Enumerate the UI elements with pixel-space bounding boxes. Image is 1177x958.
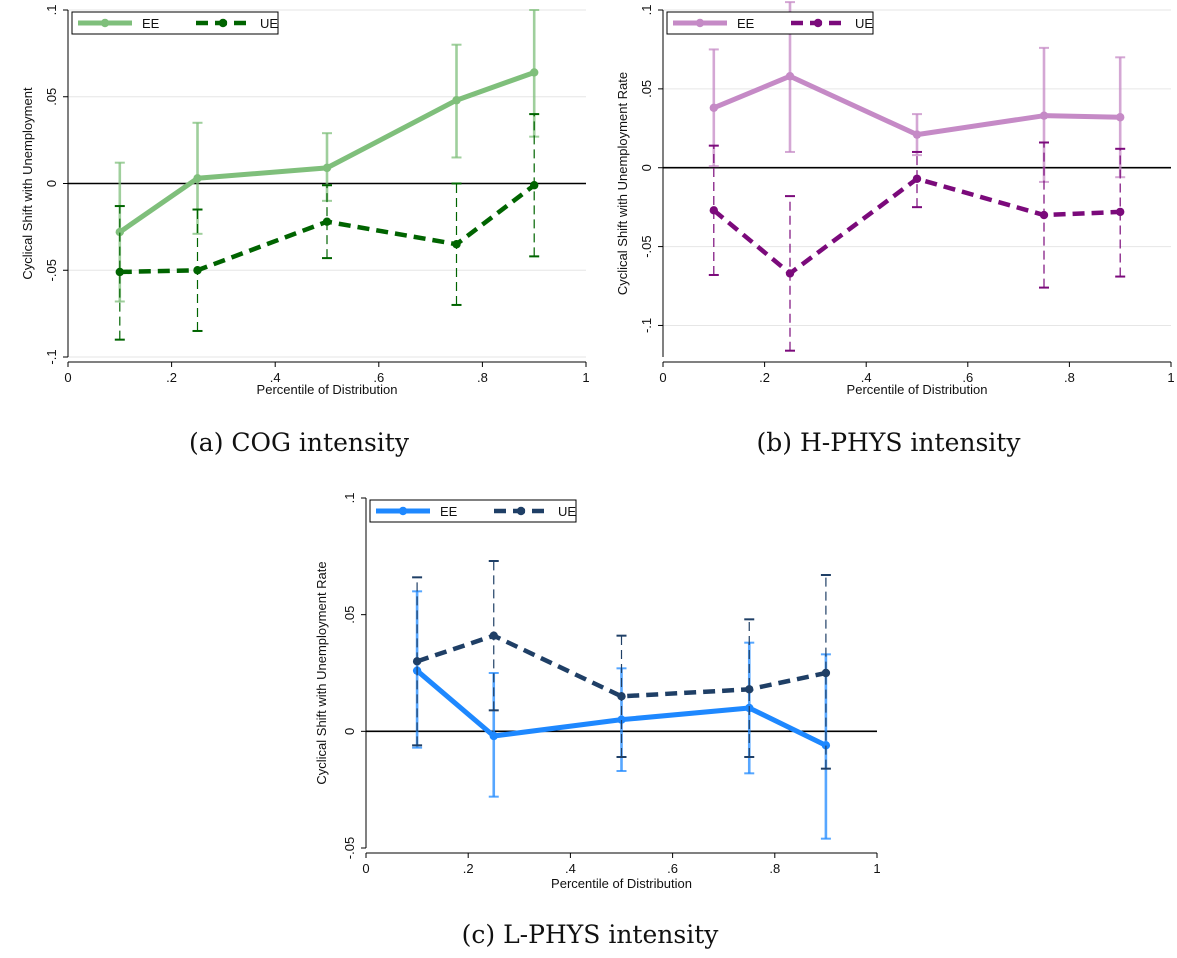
legend-label-ue: UE	[855, 16, 873, 31]
x-tick-label-4: .8	[1064, 370, 1075, 385]
chart-hphys: -.1 -.05 0 .05 .1 0 .2 .4 .6 .8 1 Percentile of Dis…	[615, 1, 1175, 397]
x-tick-label-3: .6	[373, 370, 384, 385]
y-tick-label-1: -.05	[639, 235, 654, 257]
y-axis-title: Cyclical Shift with Unemployment Rate	[314, 561, 329, 784]
x-tick-label-5: 1	[582, 370, 589, 385]
point-ee-3	[1039, 111, 1049, 120]
point-ee-0	[115, 227, 125, 237]
x-tick-label-3: .6	[667, 861, 678, 876]
y-tick-label-4: .1	[639, 5, 654, 16]
point-ue-4	[1116, 207, 1125, 217]
point-ue-1	[785, 269, 795, 278]
y-tick-label-1: -.05	[44, 259, 59, 281]
point-ee-2	[322, 163, 332, 173]
x-tick-label-5: 1	[873, 861, 880, 876]
x-tick-label-2: .4	[565, 861, 576, 876]
y-axis-title: Cyclical Shift with Unemployment Rate	[615, 72, 630, 295]
legend-box	[369, 499, 577, 523]
y-tick-label-2: .05	[342, 606, 357, 624]
x-axis-title: Percentile of Distribution	[551, 876, 692, 891]
x-tick-label-2: .4	[861, 370, 872, 385]
point-ue-2	[912, 174, 922, 183]
point-ee-1	[785, 72, 795, 81]
x-tick-label-0: 0	[659, 370, 666, 385]
x-tick-label-1: .2	[463, 861, 474, 876]
y-tick-label-2: 0	[639, 164, 654, 171]
y-tick-label-2: 0	[44, 180, 59, 187]
point-ue-2	[322, 217, 332, 226]
point-ue-4	[821, 668, 831, 678]
point-ee-4	[821, 741, 831, 750]
x-tick-label-1: .2	[759, 370, 770, 385]
point-ue-1	[193, 266, 202, 275]
y-tick-label-1: 0	[342, 728, 357, 735]
chart-panel-hphys: -.1 -.05 0 .05 .1 0 .2 .4 .6 .8 1 Percentile of Dis…	[601, 1, 1176, 414]
point-ee-1	[193, 174, 202, 183]
chart-lphys: -.05 0 .05 .1 0 .2 .4 .6 .8 1 Percentile of Distri…	[314, 493, 881, 891]
x-tick-label-5: 1	[1167, 370, 1174, 385]
point-ee-4	[1116, 113, 1125, 122]
x-tick-label-1: .2	[166, 370, 177, 385]
caption-lphys: (c) L-PHYS intensity	[461, 920, 719, 949]
y-tick-label-0: -.1	[44, 349, 59, 364]
legend-label-ue: UE	[260, 16, 278, 31]
legend-box	[666, 11, 874, 35]
caption-cog: (a) COG intensity	[189, 428, 409, 457]
point-ue-3	[745, 685, 754, 694]
legend-marker-ee	[100, 18, 110, 28]
chart-panel-lphys: -.05 0 .05 .1 0 .2 .4 .6 .8 1 Percentile of Distri…	[300, 490, 881, 905]
caption-hphys: (b) H-PHYS intensity	[756, 428, 1021, 457]
legend-marker-ue	[218, 18, 228, 28]
point-ue-4	[530, 181, 539, 190]
point-ee-2	[912, 130, 922, 139]
point-ee-0	[709, 103, 718, 112]
x-axis-title: Percentile of Distribution	[847, 382, 988, 397]
point-ue-3	[452, 240, 461, 249]
point-ee-1	[489, 731, 498, 741]
point-ue-2	[617, 692, 626, 701]
y-tick-label-3: .1	[342, 493, 357, 504]
x-axis-title: Percentile of Distribution	[257, 382, 398, 397]
y-tick-label-4: .1	[44, 5, 59, 16]
legend-marker-ue	[516, 506, 526, 516]
point-ue-1	[489, 631, 498, 640]
point-ee-3	[452, 96, 461, 105]
legend-label-ee: EE	[142, 16, 160, 31]
legend-marker-ee	[398, 506, 408, 516]
x-tick-label-3: .6	[962, 370, 973, 385]
y-axis-title: Cyclical Shift with Unemployment	[20, 87, 35, 280]
x-tick-label-4: .8	[769, 861, 780, 876]
legend-marker-ue	[813, 18, 823, 28]
legend-marker-ee	[695, 18, 705, 28]
legend-label-ue: UE	[558, 504, 576, 519]
y-tick-label-0: -.1	[639, 318, 654, 333]
x-tick-label-2: .4	[270, 370, 281, 385]
point-ee-4	[530, 68, 539, 77]
point-ue-3	[1039, 210, 1049, 220]
point-ee-2	[617, 715, 626, 724]
chart-panel-cog: -.1 -.05 0 .05 .1 0 .2 .4 .6 .8 1 Percentile of Dis…	[6, 2, 592, 414]
legend-label-ee: EE	[440, 504, 458, 519]
legend-label-ee: EE	[737, 16, 755, 31]
point-ue-0	[709, 206, 718, 215]
point-ue-0	[115, 267, 125, 277]
x-tick-label-0: 0	[64, 370, 71, 385]
legend-box	[71, 11, 279, 35]
point-ue-0	[412, 657, 422, 666]
x-tick-label-4: .8	[477, 370, 488, 385]
y-tick-label-3: .05	[639, 80, 654, 98]
x-tick-label-0: 0	[362, 861, 369, 876]
y-tick-label-3: .05	[44, 88, 59, 106]
chart-cog: -.1 -.05 0 .05 .1 0 .2 .4 .6 .8 1 Percentile of Dis…	[20, 5, 590, 397]
y-tick-label-0: -.05	[342, 837, 357, 859]
